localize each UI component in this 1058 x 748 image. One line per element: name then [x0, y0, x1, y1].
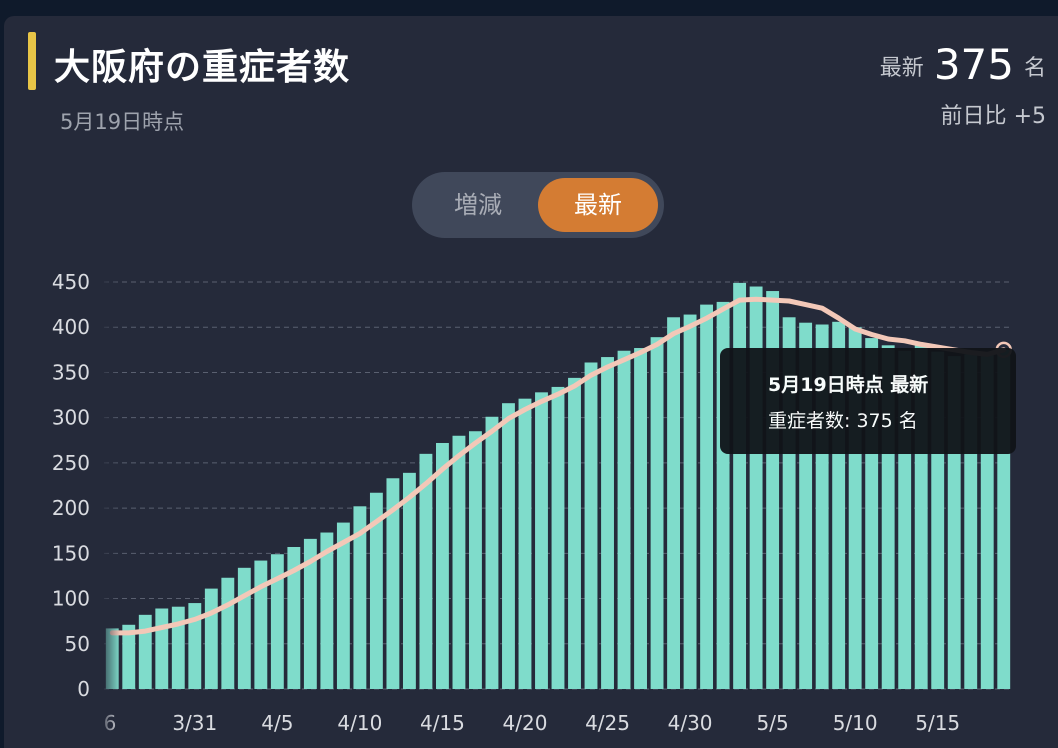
bar: [303, 538, 317, 689]
bar: [485, 416, 499, 689]
bar: [155, 608, 169, 689]
bar: [171, 606, 185, 689]
y-tick-label: 300: [52, 406, 90, 430]
latest-count: 最新 375 名: [880, 40, 1046, 89]
mode-toggle[interactable]: 増減 最新: [412, 172, 664, 238]
bar: [601, 357, 614, 689]
y-tick-label: 50: [65, 632, 90, 656]
bar: [650, 337, 664, 689]
bar: [122, 624, 136, 689]
tooltip-value: 375 名: [856, 410, 918, 432]
bar: [237, 567, 251, 689]
tooltip-title: 5月19日時点 最新: [768, 374, 929, 396]
toggle-change-option[interactable]: 増減: [454, 191, 502, 219]
toggle-latest-option[interactable]: 最新: [538, 178, 658, 232]
tooltip-label: 重症者数:: [768, 410, 851, 432]
bar: [435, 442, 449, 689]
bar: [502, 403, 515, 689]
trend-line: [109, 296, 1007, 636]
bar: [353, 506, 367, 689]
x-tick-label: 5/5: [757, 711, 789, 735]
bar: [469, 431, 482, 689]
bar: [683, 314, 697, 689]
x-tick-label: 4/20: [503, 711, 548, 735]
y-tick-label: 200: [52, 496, 90, 520]
bar: [287, 547, 301, 689]
bar: [518, 398, 532, 689]
bar: [336, 522, 350, 689]
bar: [386, 478, 400, 689]
y-tick-label: 350: [52, 360, 90, 384]
page-title: 大阪府の重症者数: [54, 47, 351, 88]
scroll-fade: [100, 272, 120, 742]
bar: [634, 348, 647, 689]
bar: [138, 614, 152, 689]
bar: [700, 304, 714, 689]
bar: [402, 472, 416, 689]
bar: [221, 577, 235, 689]
chart-tooltip: 5月19日時点 最新 重症者数: 375 名: [720, 348, 1016, 454]
y-tick-label: 400: [52, 315, 90, 339]
bar: [733, 282, 747, 689]
bar: [270, 554, 284, 689]
y-tick-label: 450: [52, 270, 90, 294]
x-tick-label: 4/5: [261, 711, 293, 735]
as-of-date: 5月19日時点: [60, 110, 185, 134]
x-tick-label: 4/15: [420, 711, 465, 735]
latest-label: 最新: [879, 56, 924, 81]
y-tick-label: 100: [52, 587, 90, 611]
bar: [617, 350, 631, 689]
x-tick-label: 4/25: [585, 711, 630, 735]
latest-value: 375: [933, 40, 1014, 89]
x-tick-label: 5/10: [833, 711, 878, 735]
bar: [254, 560, 268, 689]
x-tick-label: 4/10: [337, 711, 382, 735]
y-tick-label: 250: [52, 451, 90, 475]
bar: [749, 286, 763, 689]
diff-value: +5: [1013, 104, 1046, 129]
bar: [452, 435, 466, 689]
bar: [320, 532, 334, 689]
title-accent-bar: [28, 32, 36, 90]
y-tick-label: 0: [77, 677, 90, 701]
bar: [204, 588, 218, 689]
x-tick-label: 4/30: [668, 711, 713, 735]
bar: [568, 377, 581, 689]
bar: [369, 492, 383, 689]
bar: [535, 392, 548, 689]
diff-label: 前日比: [940, 104, 1007, 129]
y-tick-label: 150: [52, 541, 90, 565]
bar: [667, 317, 681, 689]
day-over-day: 前日比 +5: [941, 98, 1046, 130]
bar: [584, 362, 598, 689]
bar: [551, 386, 565, 689]
x-tick-label: 5/15: [915, 711, 960, 735]
bar: [188, 603, 202, 689]
bar: [419, 453, 433, 689]
x-tick-label: 3/31: [172, 711, 217, 735]
latest-unit: 名: [1023, 56, 1046, 81]
tooltip-body: 重症者数: 375 名: [768, 406, 918, 433]
